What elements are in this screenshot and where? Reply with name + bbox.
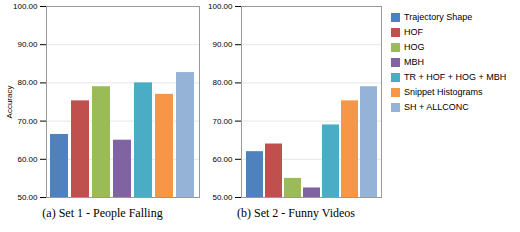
- svg-text:50.00: 50.00: [17, 193, 38, 202]
- html-text:TR + HOF + HOG + MBH: TR + HOF + HOG + MBH: [404, 72, 507, 82]
- html-text:Snippet Histograms: Snippet Histograms: [404, 87, 483, 97]
- svg-text:80.00: 80.00: [17, 78, 38, 87]
- html-text:MBH: MBH: [404, 57, 424, 67]
- svg-text:Accuracy: Accuracy: [5, 86, 14, 119]
- svg-text:90.00: 90.00: [17, 40, 38, 49]
- svg-text:70.00: 70.00: [212, 117, 233, 126]
- html-text:(b) Set 2 - Funny Videos: (b) Set 2 - Funny Videos: [237, 206, 355, 220]
- svg-text:70.00: 70.00: [17, 117, 38, 126]
- html-text:(a) Set 1 - People Falling: (a) Set 1 - People Falling: [42, 206, 163, 220]
- svg-text:100.00: 100.00: [13, 2, 38, 11]
- svg-text:90.00: 90.00: [212, 40, 233, 49]
- svg-text:50.00: 50.00: [212, 193, 233, 202]
- svg-text:60.00: 60.00: [212, 155, 233, 164]
- html-text:HOF: HOF: [404, 27, 423, 37]
- html-text:HOG: HOG: [404, 42, 425, 52]
- html-text:SH + ALLCONC: SH + ALLCONC: [404, 102, 469, 112]
- svg-text:100.00: 100.00: [208, 2, 233, 11]
- svg-text:60.00: 60.00: [17, 155, 38, 164]
- html-text:Trajectory Shape: Trajectory Shape: [404, 12, 473, 22]
- svg-text:80.00: 80.00: [212, 78, 233, 87]
